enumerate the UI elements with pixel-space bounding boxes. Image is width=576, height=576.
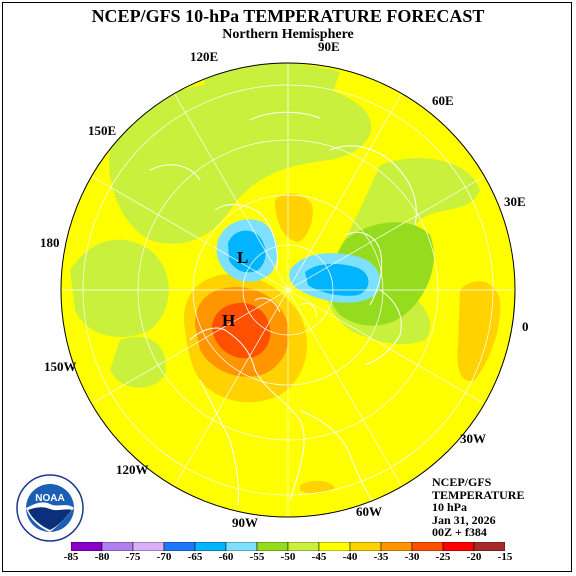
- lon-label-90w: 90W: [232, 515, 258, 530]
- lon-label-30w: 30W: [460, 431, 486, 446]
- chart-title: NCEP/GFS 10-hPa TEMPERATURE FORECAST: [91, 6, 485, 26]
- lon-label-120w: 120W: [116, 462, 149, 477]
- legend-swatch: [318, 542, 351, 551]
- lon-label-60w: 60W: [356, 504, 382, 519]
- lon-label-30e: 30E: [504, 194, 526, 209]
- legend-swatch: [194, 542, 227, 551]
- legend-tick-label: -60: [218, 551, 234, 563]
- lon-label-120e: 120E: [190, 49, 219, 64]
- legend-swatch: [349, 542, 382, 551]
- lon-label-0: 0: [522, 319, 529, 334]
- low-label: L: [237, 248, 248, 267]
- high-label: H: [222, 311, 235, 330]
- chart-subtitle: Northern Hemisphere: [222, 27, 354, 42]
- info-block: NCEP/GFS TEMPERATURE 10 hPa Jan 31, 2026…: [432, 476, 524, 539]
- lon-label-60e: 60E: [432, 93, 454, 108]
- lon-label-150w: 150W: [44, 359, 77, 374]
- green-region-west: [70, 239, 169, 338]
- noaa-logo-text: NOAA: [35, 493, 64, 504]
- info-level: 10 hPa: [432, 500, 468, 514]
- legend-tick-label: -75: [125, 551, 141, 563]
- gold-patch-east: [457, 281, 501, 381]
- legend-tick-label: -35: [373, 551, 389, 563]
- legend-swatch: [132, 542, 165, 551]
- red-high-core: [212, 302, 271, 359]
- legend-tick-label: -45: [311, 551, 327, 563]
- legend-tick-label: -40: [342, 551, 358, 563]
- coastlines: [149, 111, 417, 513]
- info-model: NCEP/GFS: [432, 475, 492, 489]
- lon-label-90e: 90E: [318, 39, 340, 54]
- green-region-southwest: [110, 336, 166, 388]
- legend-swatch: [71, 542, 103, 551]
- legend-tick-label: -55: [249, 551, 265, 563]
- graticule: [61, 63, 515, 517]
- noaa-logo: NOAA: [16, 474, 84, 542]
- legend-tick-label: -80: [94, 551, 110, 563]
- legend-tick-label: -20: [466, 551, 482, 563]
- blue-band-east: [305, 263, 369, 296]
- legend-swatch: [163, 542, 196, 551]
- legend-swatch: [287, 542, 320, 551]
- legend-tick-label: -85: [63, 551, 79, 563]
- legend-tick-label: -25: [435, 551, 451, 563]
- blue-low-west: [228, 230, 266, 273]
- info-date: Jan 31, 2026: [432, 512, 496, 527]
- lon-label-150e: 150E: [88, 123, 117, 138]
- legend-tick-label: -30: [404, 551, 420, 563]
- legend-swatch: [411, 542, 444, 551]
- color-legend: [71, 542, 505, 551]
- info-variable: TEMPERATURE: [432, 487, 525, 502]
- legend-swatch: [442, 542, 475, 551]
- legend-tick-label: -15: [497, 551, 513, 563]
- gold-patch-north: [275, 193, 313, 242]
- legend-swatch: [256, 542, 289, 551]
- info-forecast-hour: 00Z + f384: [432, 525, 487, 539]
- legend-swatch: [380, 542, 413, 551]
- lon-label-180: 180: [40, 235, 60, 250]
- plot-frame: [2, 2, 572, 572]
- legend-tick-label: -65: [187, 551, 203, 563]
- map-boundary: [60, 62, 516, 518]
- gold-patch-south: [300, 480, 335, 494]
- legend-swatch: [473, 542, 505, 551]
- legend-swatch: [101, 542, 134, 551]
- green-region-north: [109, 80, 372, 244]
- legend-tick-label: -50: [280, 551, 296, 563]
- green-region-top: [200, 63, 340, 110]
- legend-swatch: [225, 542, 258, 551]
- legend-tick-label: -70: [156, 551, 172, 563]
